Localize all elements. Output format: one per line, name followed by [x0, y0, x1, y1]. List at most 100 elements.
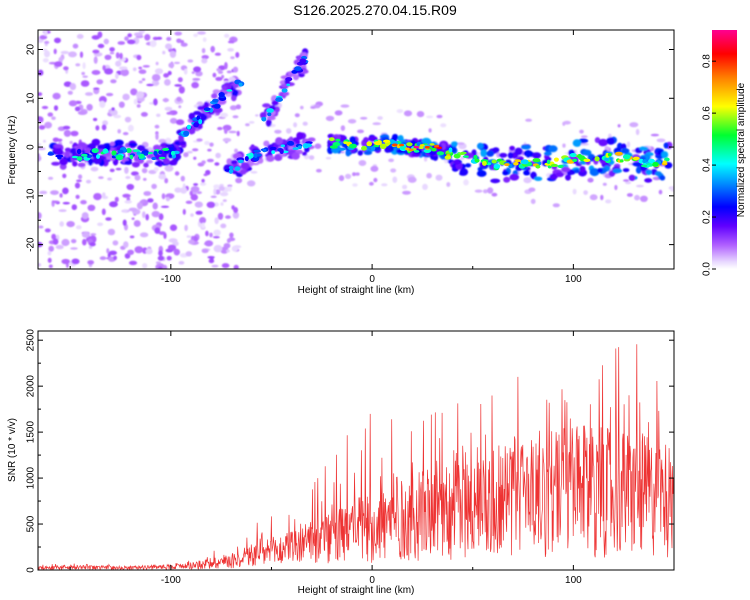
- spectrogram-blob: [583, 190, 588, 196]
- spectrogram-blob: [183, 130, 190, 136]
- spectrogram-blob: [154, 227, 161, 234]
- spectrogram-blob: [158, 266, 163, 269]
- spectrogram-blob: [128, 260, 138, 266]
- spectrogram-blob: [63, 129, 71, 137]
- spectrogram-blob: [202, 37, 207, 42]
- spectrogram-blob: [325, 115, 335, 122]
- spectrogram-blob: [253, 149, 261, 153]
- snr-y-tick-label: 1000: [26, 467, 37, 490]
- spectrogram-blob: [158, 156, 166, 160]
- spectrogram-blob: [334, 110, 343, 116]
- spectrogram-blob: [139, 200, 145, 204]
- spectrogram-blob: [109, 168, 115, 173]
- page-title: S126.2025.270.04.15.R09: [293, 2, 457, 18]
- spectrogram-blob: [579, 129, 584, 134]
- spectrogram-blob: [230, 56, 235, 60]
- spectrogram-blob: [261, 116, 267, 122]
- spectrogram-blob: [213, 107, 223, 114]
- spectrogram-blob: [82, 62, 86, 70]
- spectrogram-blob: [138, 66, 143, 70]
- spectrogram-blob: [227, 184, 233, 188]
- spectrogram-blob: [565, 174, 571, 181]
- spectrogram-blob: [266, 116, 276, 121]
- spectrogram-blob: [213, 184, 220, 189]
- spectrogram-blob: [316, 168, 322, 173]
- snr-plot-area: [38, 331, 674, 570]
- spectrogram-blob: [118, 101, 125, 108]
- spectrogram-blob: [234, 148, 238, 153]
- spectrogram-blob: [302, 121, 308, 126]
- spectrogram-blob: [151, 156, 157, 161]
- spectrogram-blob: [480, 149, 488, 157]
- spectrogram-blob: [235, 52, 240, 58]
- spectrogram-blob: [370, 165, 379, 172]
- spectrogram-blob: [218, 92, 225, 98]
- snr-y-tick-label: 1500: [26, 421, 37, 444]
- spectrogram-blob: [184, 224, 188, 232]
- spectrogram-blob: [338, 147, 346, 151]
- spectrogram-blob: [201, 160, 206, 164]
- spectrogram-blob: [115, 167, 122, 171]
- snr-y-ticks: 0 500 1000 1500 2000 2500: [26, 329, 674, 573]
- spectrogram-blob: [574, 168, 580, 174]
- spectrogram-blob: [110, 109, 118, 116]
- spectrogram-blob: [143, 177, 147, 181]
- spectrogram-blob: [44, 121, 52, 129]
- spectrogram-blob: [343, 141, 349, 145]
- spectrogram-blob: [62, 173, 67, 179]
- spectrogram-blob: [491, 159, 497, 164]
- spectrogram-blob: [183, 152, 189, 158]
- spectrogram-blob: [658, 189, 663, 195]
- spectrogram-blob: [413, 150, 420, 153]
- spectrogram-blob: [600, 194, 604, 201]
- spectrogram-blob: [572, 188, 577, 195]
- colorbar: 0.0 0.2 0.4 0.6 0.8 Normalized spectral ampl…: [702, 30, 747, 276]
- spectrogram-blob: [54, 37, 61, 44]
- spectrogram-blob: [525, 150, 531, 158]
- spectrogram-blob: [169, 50, 177, 58]
- spectrogram-blob: [381, 183, 388, 187]
- spectrogram-blob: [165, 196, 170, 202]
- spectrogram-blob: [86, 179, 91, 184]
- spectrogram-blob: [602, 182, 607, 186]
- spectrogram-blob: [101, 124, 107, 131]
- spectrogram-blob: [476, 170, 487, 177]
- spectrogram-blob: [474, 189, 483, 193]
- colorbar-tick-label: 0.0: [702, 262, 713, 276]
- spectrogram-blob: [293, 122, 298, 128]
- spectrogram-blob: [60, 50, 69, 55]
- spectrogram-blob: [238, 82, 243, 87]
- spectrogram-blob: [236, 130, 240, 137]
- spectrogram-blob: [123, 241, 129, 249]
- spectrogram-blob: [64, 151, 70, 158]
- spectrogram-blob: [133, 32, 143, 37]
- spectrogram-blob: [136, 202, 143, 210]
- spectrogram-blob: [151, 210, 160, 218]
- spectrogram-blob: [612, 168, 623, 174]
- spectrogram-blob: [274, 129, 282, 134]
- spectrogram-blob: [175, 119, 185, 126]
- spectrogram-blob: [194, 201, 203, 208]
- spectrogram-blob: [226, 249, 230, 253]
- spectrogram-blob: [38, 92, 43, 96]
- spectrogram-blob: [271, 100, 279, 106]
- spectrogram-blob: [213, 244, 223, 253]
- spectrogram-blob: [504, 163, 510, 167]
- spectrogram-blob: [192, 148, 199, 152]
- spectrogram-blob: [136, 54, 142, 61]
- spectrogram-blob: [204, 140, 210, 146]
- spectrogram-blob: [648, 158, 655, 164]
- spectrogram-blob: [392, 143, 398, 147]
- spectrogram-blob: [641, 164, 648, 168]
- spectrogram-blob: [440, 123, 447, 128]
- spectrogram-blob: [557, 164, 564, 168]
- spectrogram-blob: [158, 138, 167, 144]
- spectrogram-blob: [42, 48, 48, 52]
- spectrogram-blob: [528, 187, 536, 192]
- spectrogram-blob: [180, 42, 188, 47]
- spectrogram-blob: [328, 137, 335, 142]
- spectrogram-blob: [240, 162, 250, 170]
- spectrogram-blob: [363, 150, 373, 155]
- spectrogram-blob: [338, 175, 345, 182]
